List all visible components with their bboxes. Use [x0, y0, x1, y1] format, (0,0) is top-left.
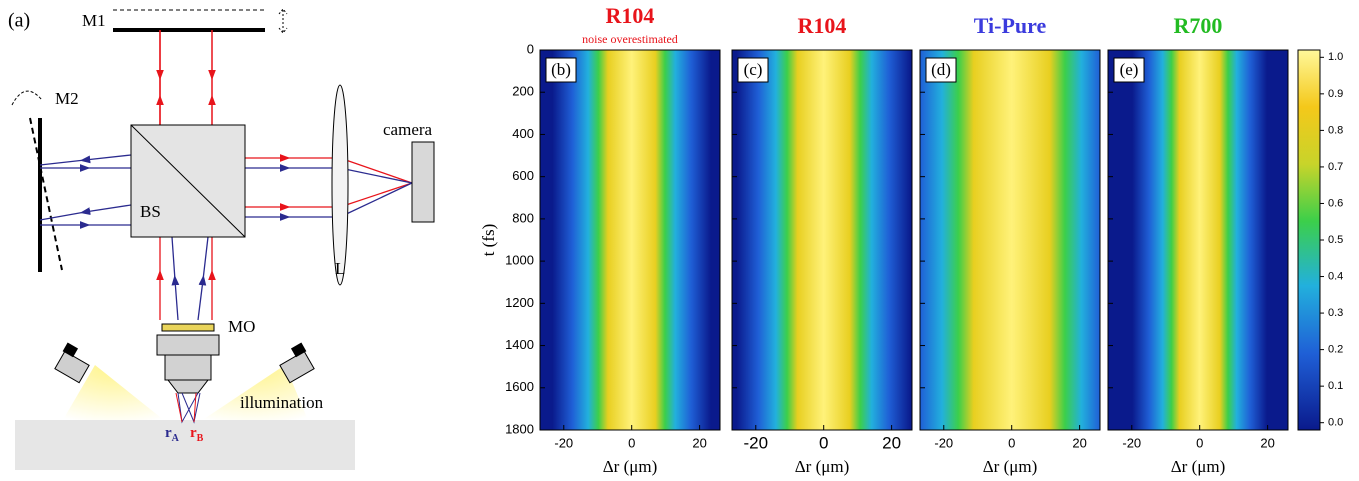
panel-title: R104 [798, 13, 847, 38]
panel-label-box [737, 57, 769, 83]
bs-label: BS [140, 202, 161, 221]
panel-label: (c) [744, 60, 763, 79]
x-tick-label: 20 [692, 435, 706, 450]
y-tick-label: 200 [512, 84, 534, 99]
x-axis-label: Δr (μm) [1171, 457, 1226, 476]
x-tick-label: 0 [1008, 435, 1015, 450]
lamp-cap [62, 342, 79, 358]
point-subscript: B [197, 433, 204, 444]
colorbar-tick-label: 0.4 [1328, 270, 1343, 282]
panel-label: (a) [8, 10, 30, 32]
colorbar-tick-label: 0.3 [1328, 307, 1343, 319]
panel-title: R700 [1174, 13, 1223, 38]
setup-diagram: (a) M1 M2 [8, 8, 435, 470]
lens-label: L [335, 259, 345, 278]
lamp [279, 350, 315, 384]
x-axis-label: Δr (μm) [795, 457, 850, 476]
colorbar-tick-label: 0.2 [1328, 344, 1343, 356]
colorbar-tick-label: 0.9 [1328, 88, 1343, 100]
point-subscript: A [172, 433, 180, 444]
mirror-tilted [29, 117, 63, 271]
point-label: r [165, 425, 172, 441]
objective-tip [166, 379, 210, 394]
heatmap [731, 49, 913, 431]
x-tick-label: 20 [1260, 435, 1274, 450]
colorbar-tick-label: 0.8 [1328, 124, 1343, 136]
x-tick-label: -20 [934, 435, 953, 450]
x-tick-label: 20 [882, 433, 901, 452]
colorbar-tick-label: 0.5 [1328, 234, 1343, 246]
point-label: rA [165, 425, 180, 444]
colorbar-tick-label: 0.0 [1328, 417, 1343, 429]
beams [39, 30, 415, 321]
colorbar-tick-label: 0.1 [1328, 380, 1343, 392]
y-tick-label: 1800 [505, 421, 534, 436]
panel-label: (b) [551, 60, 571, 79]
mirror-label: M2 [55, 89, 79, 108]
objective [164, 354, 212, 381]
splitter-diagonal [130, 124, 246, 238]
lens [331, 84, 349, 286]
x-tick-label: -20 [743, 433, 768, 452]
point-label: rB [190, 425, 204, 444]
objective-window [161, 323, 215, 332]
y-tick-label: 1400 [505, 337, 534, 352]
panel-label-box [1113, 57, 1145, 83]
y-tick-label: 1600 [505, 379, 534, 394]
y-tick-label: 1000 [505, 253, 534, 268]
heatmap [919, 49, 1101, 431]
light-cone [195, 365, 310, 425]
y-tick-label: 0 [527, 41, 534, 56]
y-tick-label: 800 [512, 210, 534, 225]
objective [156, 334, 220, 356]
tilt-arrow [11, 90, 43, 106]
colorbar-tick-label: 0.7 [1328, 161, 1343, 173]
y-tick-label: 1200 [505, 295, 534, 310]
lamp-cap [290, 342, 307, 358]
x-tick-label: 20 [1072, 435, 1086, 450]
panel-label: (e) [1120, 60, 1139, 79]
x-axis-label: Δr (μm) [983, 457, 1038, 476]
panel-subtitle: noise overestimated [582, 32, 678, 46]
y-axis-label: t (fs) [479, 224, 498, 257]
y-tick-label: 600 [512, 168, 534, 183]
mo-label: MO [228, 317, 255, 336]
camera-label: camera [383, 120, 433, 139]
panel-title: Ti-Pure [974, 13, 1047, 38]
x-tick-label: 0 [819, 433, 828, 452]
heatmap [539, 49, 721, 431]
focus-rays [175, 392, 197, 423]
heatmap [1107, 49, 1289, 431]
panel-label: (d) [931, 60, 951, 79]
panel-title: R104 [606, 3, 655, 28]
panel-label-box [925, 57, 957, 83]
x-tick-label: 0 [1196, 435, 1203, 450]
x-axis-label: Δr (μm) [603, 457, 658, 476]
sample [15, 420, 355, 470]
colorbar-tick-label: 0.6 [1328, 197, 1343, 209]
shift-arrow [278, 8, 288, 34]
lamp [54, 350, 90, 384]
mirror-label: M1 [82, 11, 106, 30]
illumination-label: illumination [240, 393, 324, 412]
x-tick-label: -20 [1122, 435, 1141, 450]
x-tick-label: -20 [554, 435, 573, 450]
y-tick-label: 400 [512, 126, 534, 141]
x-tick-label: 0 [628, 435, 635, 450]
camera [411, 141, 435, 223]
light-cone [60, 365, 170, 425]
point-label: r [190, 425, 197, 441]
colorbar-tick-label: 1.0 [1328, 51, 1343, 63]
panel-label-box [545, 57, 577, 83]
colorbar [1297, 49, 1321, 431]
